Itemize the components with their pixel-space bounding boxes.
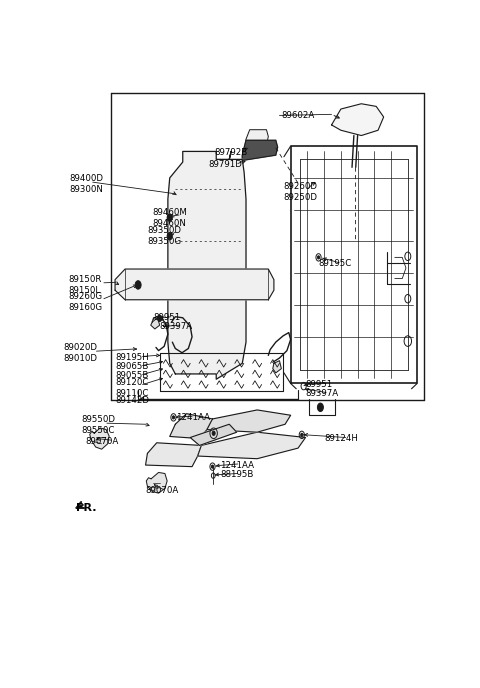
Polygon shape [90, 428, 109, 449]
Text: 89124H: 89124H [324, 434, 358, 443]
Text: 89397A: 89397A [305, 389, 339, 398]
Text: 89792B: 89792B [215, 148, 248, 157]
Text: 89070A: 89070A [145, 486, 179, 495]
Text: 89460M
89460N: 89460M 89460N [152, 208, 187, 228]
Text: 89195H: 89195H [115, 353, 149, 362]
Circle shape [212, 431, 215, 436]
Text: 89350D
89350G: 89350D 89350G [147, 226, 181, 246]
Text: 89070A: 89070A [85, 438, 119, 447]
Text: 1241AA: 1241AA [176, 413, 210, 422]
Polygon shape [332, 104, 384, 136]
Polygon shape [242, 140, 277, 160]
Text: 89020D
89010D: 89020D 89010D [63, 343, 97, 363]
Polygon shape [198, 432, 305, 459]
Text: 89120C
89110C: 89120C 89110C [115, 378, 148, 398]
Circle shape [211, 465, 214, 469]
Circle shape [167, 214, 172, 222]
Text: 88195B: 88195B [220, 470, 253, 479]
Text: 89602A: 89602A [281, 111, 314, 120]
Text: 89951: 89951 [153, 313, 180, 322]
Text: 89142D: 89142D [115, 396, 149, 405]
Polygon shape [273, 361, 281, 373]
Circle shape [172, 416, 175, 419]
Circle shape [317, 256, 320, 259]
Polygon shape [170, 413, 213, 438]
Text: 89150R
89150L: 89150R 89150L [68, 275, 102, 295]
Text: 89260D
89250D: 89260D 89250D [283, 182, 317, 202]
Circle shape [300, 433, 303, 436]
Polygon shape [190, 424, 237, 445]
Text: FR.: FR. [76, 504, 96, 513]
Circle shape [135, 281, 141, 289]
Polygon shape [168, 151, 246, 379]
Text: 89951: 89951 [305, 380, 333, 389]
Text: 89055B: 89055B [115, 371, 148, 380]
Polygon shape [146, 473, 167, 493]
Text: 89195C: 89195C [319, 259, 352, 268]
Circle shape [157, 315, 162, 321]
Polygon shape [207, 410, 290, 432]
Text: 89791D: 89791D [209, 160, 243, 169]
Text: 89550D
89550C: 89550D 89550C [82, 415, 116, 435]
Text: 89400D
89300N: 89400D 89300N [69, 174, 103, 194]
Text: 1241AA: 1241AA [220, 460, 254, 469]
Polygon shape [145, 443, 202, 466]
Polygon shape [115, 269, 274, 300]
Polygon shape [246, 130, 268, 150]
Polygon shape [151, 318, 160, 329]
Text: 89260G
89160G: 89260G 89160G [68, 292, 102, 312]
Text: 89065B: 89065B [115, 362, 148, 371]
Text: 89397A: 89397A [160, 322, 193, 331]
Circle shape [167, 233, 172, 240]
Circle shape [317, 403, 324, 411]
